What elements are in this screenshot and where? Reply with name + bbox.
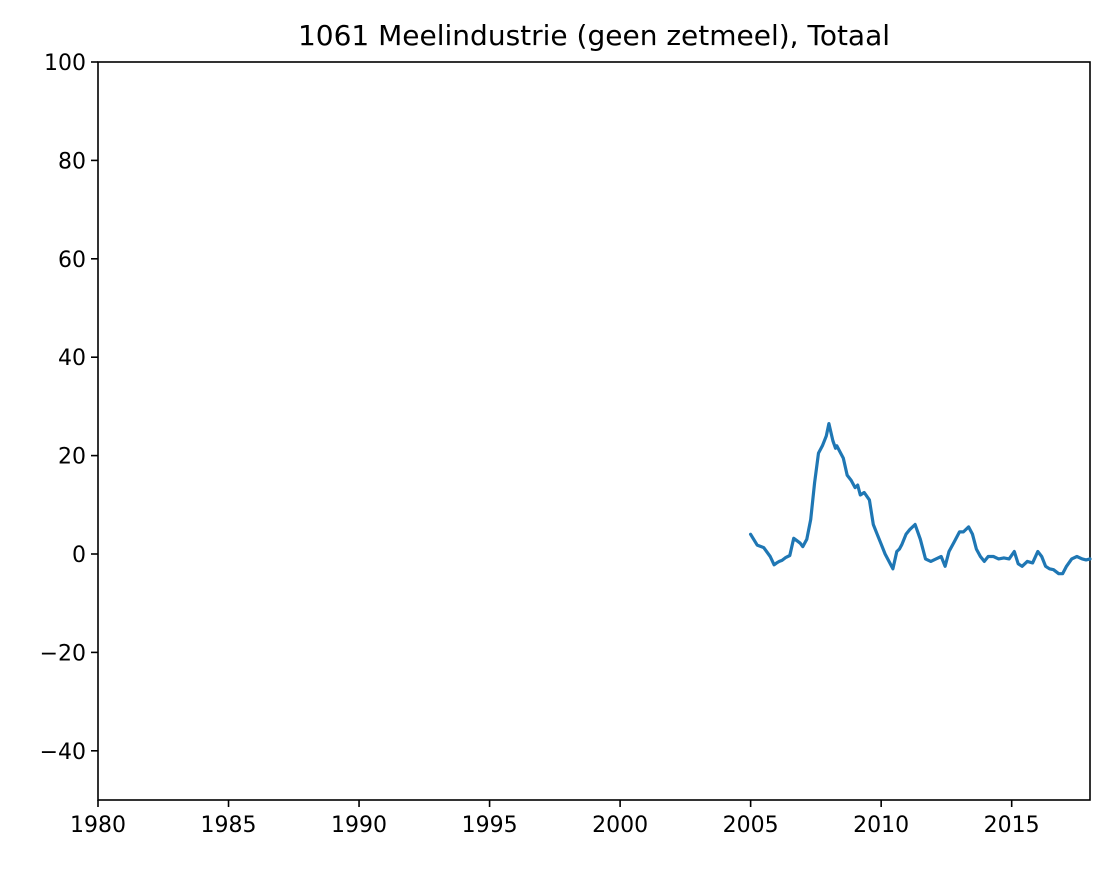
x-tick-label: 2000 — [592, 813, 648, 838]
x-axis: 1980 1985 1990 1995 2000 2005 2010 2015 — [70, 800, 1040, 838]
y-tick-label: −40 — [40, 740, 86, 765]
x-tick-label: 2010 — [853, 813, 909, 838]
y-axis: −40 −20 0 20 40 60 80 100 — [40, 51, 98, 765]
x-tick-label: 2005 — [723, 813, 779, 838]
y-tick-label: 100 — [44, 51, 86, 76]
chart-title: 1061 Meelindustrie (geen zetmeel), Totaa… — [298, 19, 890, 52]
y-tick-label: 20 — [58, 445, 86, 470]
x-tick-label: 2015 — [984, 813, 1040, 838]
x-tick-label: 1990 — [331, 813, 387, 838]
x-tick-label: 1980 — [70, 813, 126, 838]
series-layer — [748, 422, 1092, 576]
x-tick-label: 1985 — [201, 813, 257, 838]
plot-area-frame — [97, 61, 1091, 801]
y-tick-label: 80 — [58, 149, 86, 174]
y-tick-label: 40 — [58, 346, 86, 371]
y-tick-label: 0 — [72, 543, 86, 568]
y-tick-label: −20 — [40, 641, 86, 666]
y-tick-label: 60 — [58, 248, 86, 273]
series-line — [748, 422, 1092, 576]
x-tick-label: 1995 — [462, 813, 518, 838]
